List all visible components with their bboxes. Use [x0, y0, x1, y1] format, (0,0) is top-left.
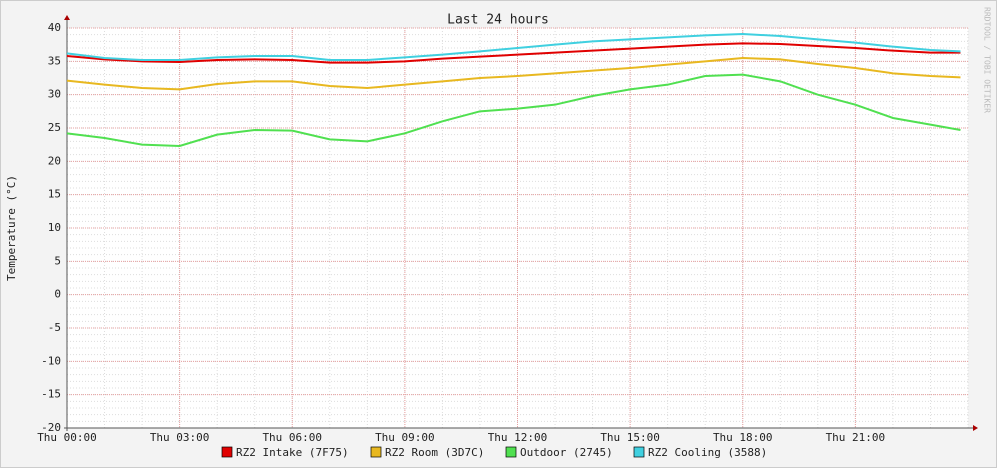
- y-tick-label: 30: [48, 88, 61, 101]
- x-tick-label: Thu 09:00: [375, 431, 435, 444]
- series-line: [66, 42, 961, 64]
- x-tick-label: Thu 15:00: [600, 431, 660, 444]
- legend-label: Outdoor (2745): [520, 446, 613, 459]
- x-tick-label: Thu 06:00: [262, 431, 322, 444]
- y-axis-label: Temperature (°C): [5, 175, 18, 281]
- y-tick-label: 0: [54, 288, 61, 301]
- legend-swatch: [633, 446, 645, 458]
- series-line: [66, 56, 961, 91]
- legend-label: RZ2 Room (3D7C): [385, 446, 484, 459]
- axis-arrow: [973, 425, 978, 431]
- y-tick-label: 15: [48, 188, 61, 201]
- y-tick-label: -10: [41, 354, 61, 367]
- y-tick-label: -15: [41, 388, 61, 401]
- y-tick-label: 20: [48, 154, 61, 167]
- legend-label: RZ2 Intake (7F75): [236, 446, 349, 459]
- x-tick-label: Thu 00:00: [37, 431, 97, 444]
- legend-label: RZ2 Cooling (3588): [648, 446, 767, 459]
- legend-swatch: [370, 446, 382, 458]
- axis-arrow: [64, 15, 70, 20]
- watermark: RRDTOOL / TOBI OETIKER: [983, 7, 992, 113]
- x-tick-label: Thu 21:00: [826, 431, 886, 444]
- y-tick-label: 35: [48, 54, 61, 67]
- legend-swatch: [221, 446, 233, 458]
- grid: -20 -15 -10 -5 0 5 10 15 20 25 30 35 40 Thu 00:00 Thu …: [37, 15, 978, 444]
- y-tick-label: 10: [48, 221, 61, 234]
- y-tick-label: 25: [48, 121, 61, 134]
- legend: RZ2 Intake (7F75) RZ2 Room (3D7C) Outdoor …: [221, 446, 767, 459]
- y-tick-label: -5: [48, 321, 61, 334]
- legend-swatch: [505, 446, 517, 458]
- series-line: [66, 73, 961, 148]
- series-line: [66, 32, 961, 61]
- x-tick-label: Thu 03:00: [150, 431, 210, 444]
- chart-title: Last 24 hours: [447, 13, 549, 28]
- y-tick-label: 40: [48, 21, 61, 34]
- y-tick-label: -20: [41, 421, 61, 434]
- x-tick-label: Thu 18:00: [713, 431, 773, 444]
- lines: [66, 32, 961, 148]
- x-tick-label: Thu 12:00: [488, 431, 548, 444]
- y-tick-label: 5: [54, 254, 61, 267]
